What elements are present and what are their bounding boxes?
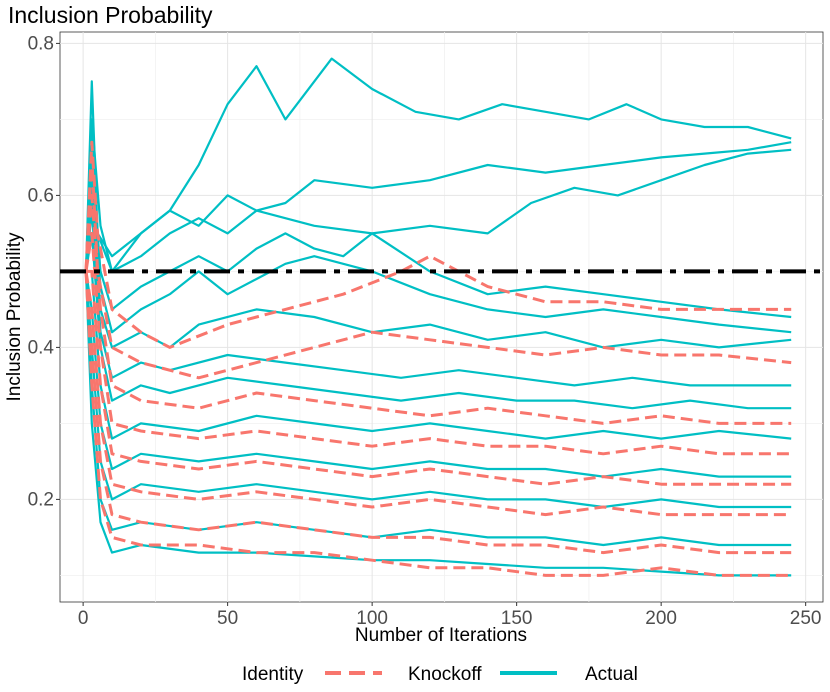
knockoff-series-line <box>86 269 792 486</box>
x-tick-label: 100 <box>356 608 388 629</box>
knockoff-series-line <box>84 271 792 555</box>
legend-title: Identity <box>242 664 304 685</box>
knockoff-series-line <box>84 193 792 425</box>
knockoff-series-line <box>84 155 792 380</box>
knockoff-series-group <box>84 140 792 577</box>
legend-label-knockoff: Knockoff <box>408 664 482 685</box>
actual-series-line <box>84 57 792 272</box>
x-tick-label: 50 <box>217 608 238 629</box>
y-tick-label: 0.2 <box>28 489 54 510</box>
x-axis-ticks: 0 50 100 150 200 250 <box>78 602 822 629</box>
y-axis-ticks: 0.2 0.4 0.6 0.8 <box>28 33 60 510</box>
actual-series-line <box>84 156 792 319</box>
actual-series-line <box>84 133 792 273</box>
y-tick-label: 0.6 <box>28 185 54 206</box>
x-axis-title: Number of Iterations <box>355 625 527 646</box>
actual-series-line <box>84 271 792 577</box>
x-tick-label: 250 <box>790 608 822 629</box>
chart-title: Inclusion Probability <box>8 2 213 28</box>
y-tick-label: 0.8 <box>28 33 54 54</box>
x-tick-label: 200 <box>645 608 677 629</box>
actual-series-line <box>84 179 792 334</box>
actual-series-line <box>84 271 792 478</box>
actual-series-line <box>84 271 792 509</box>
y-axis-title: Inclusion Probability <box>4 232 25 401</box>
minor-gridlines <box>60 32 823 602</box>
knockoff-series-line <box>84 231 792 456</box>
y-tick-label: 0.4 <box>28 337 55 358</box>
x-tick-label: 150 <box>501 608 533 629</box>
actual-series-line <box>84 232 792 410</box>
knockoff-series-line <box>84 140 792 349</box>
knockoff-series-line <box>84 271 792 517</box>
actual-series-line <box>84 118 792 273</box>
plot-panel <box>59 31 824 603</box>
plot-background <box>59 31 824 603</box>
x-tick-label: 0 <box>78 608 89 629</box>
legend-label-actual: Actual <box>585 664 638 685</box>
legend: Identity Knockoff Actual <box>242 664 638 685</box>
